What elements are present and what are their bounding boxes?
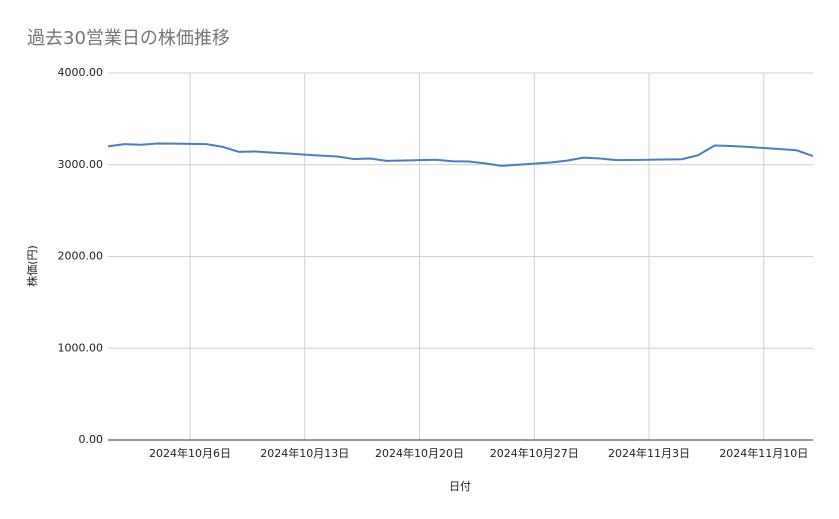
y-tick-label: 4000.00 <box>58 66 104 79</box>
y-tick-label: 3000.00 <box>58 158 104 171</box>
y-axis-title: 株価(円) <box>25 245 39 287</box>
x-tick-label: 2024年10月6日 <box>149 446 231 460</box>
x-axis-title: 日付 <box>449 480 471 493</box>
y-tick-label: 1000.00 <box>58 341 104 354</box>
x-tick-label: 2024年11月10日 <box>719 446 808 460</box>
data-line <box>107 142 814 167</box>
chart-title: 過去30営業日の株価推移 <box>27 28 230 49</box>
x-tick-label: 2024年10月13日 <box>260 446 349 460</box>
x-tick-label: 2024年11月3日 <box>608 446 690 460</box>
x-tick-label: 2024年10月20日 <box>375 446 464 460</box>
x-tick-label: 2024年10月27日 <box>490 446 579 460</box>
y-tick-label: 2000.00 <box>58 250 104 263</box>
y-tick-label: 0.00 <box>79 433 104 446</box>
